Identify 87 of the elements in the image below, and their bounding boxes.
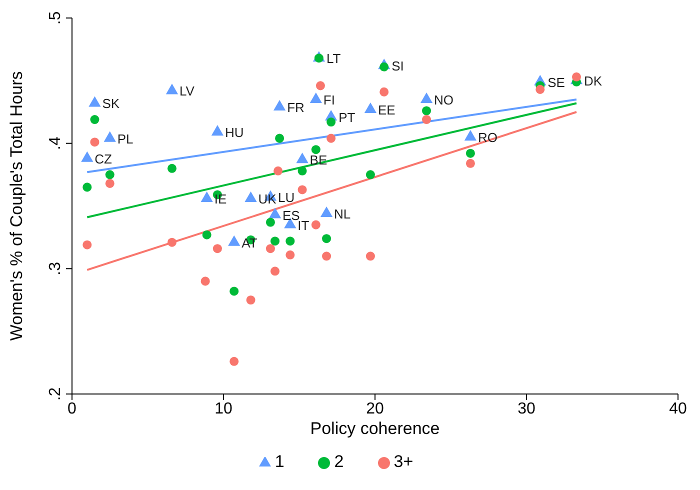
data-label: SE [548,74,566,90]
point [420,92,433,103]
data-label: LT [326,51,341,66]
point [286,236,295,246]
point [314,54,324,63]
point [466,148,475,158]
data-label: PL [117,131,134,146]
point [422,115,432,124]
data-label: FI [323,92,335,108]
x-tick-label: 20 [366,400,384,418]
point [311,145,320,154]
y-tick-label: .2 [47,387,64,401]
data-label: NL [334,206,351,222]
point [167,164,177,173]
point [82,240,92,250]
data-label: HU [224,125,244,140]
x-tick-label: 30 [518,400,536,418]
point [298,185,307,194]
point [81,151,94,162]
data-label: LU [278,190,295,206]
point [270,236,280,246]
point [202,230,212,240]
point [380,62,389,72]
point [200,276,210,286]
legend-label: 2 [334,452,344,471]
point [536,84,545,94]
x-tick-label: 10 [214,400,232,418]
point [275,134,284,143]
data-label: FR [287,100,304,115]
x-tick-label: 0 [68,400,77,418]
data-label: LV [180,84,195,99]
point [326,134,336,143]
point [326,118,336,127]
point [266,244,275,254]
data-label: ES [282,208,300,223]
data-label: PT [338,110,356,126]
y-tick-label: .5 [47,11,64,25]
point [364,102,377,114]
data-label: AT [242,235,258,250]
y-tick-label: .4 [47,136,64,150]
point [464,130,477,141]
point [322,234,332,244]
point [270,266,280,276]
point [230,286,239,296]
x-axis-title: Policy coherence [310,419,440,438]
legend-label: 1 [274,452,284,471]
point [422,106,432,116]
legend-label: 3+ [394,452,414,471]
data-label: SI [392,58,404,74]
point [466,158,475,168]
point [88,96,101,107]
data-label: NO [434,92,454,108]
data-label: CZ [94,151,112,166]
point [90,138,100,147]
point [273,100,286,110]
point [167,238,177,247]
point [105,170,114,180]
point [82,182,92,192]
point [320,206,333,218]
point [230,356,239,366]
point [246,295,256,305]
point [286,250,295,260]
point [316,81,325,90]
point [572,72,582,82]
point [310,92,322,103]
point [212,244,222,254]
point [296,152,308,164]
point [322,252,332,261]
point [90,115,100,124]
point [366,170,375,180]
y-tick-label: .3 [47,262,64,276]
data-label: DK [584,74,602,89]
point [380,87,389,96]
point [311,220,320,230]
point [105,178,114,188]
y-axis-title: Women's % of Couple's Total Hours [7,71,26,341]
x-tick-label: 40 [669,400,687,418]
point [274,166,283,176]
point [266,218,275,227]
point [104,131,116,142]
point [366,252,375,261]
point [166,84,178,94]
point [298,166,307,176]
point [211,125,224,136]
data-label: EE [378,102,396,118]
data-label: SK [102,96,120,112]
data-label: IE [214,191,227,206]
